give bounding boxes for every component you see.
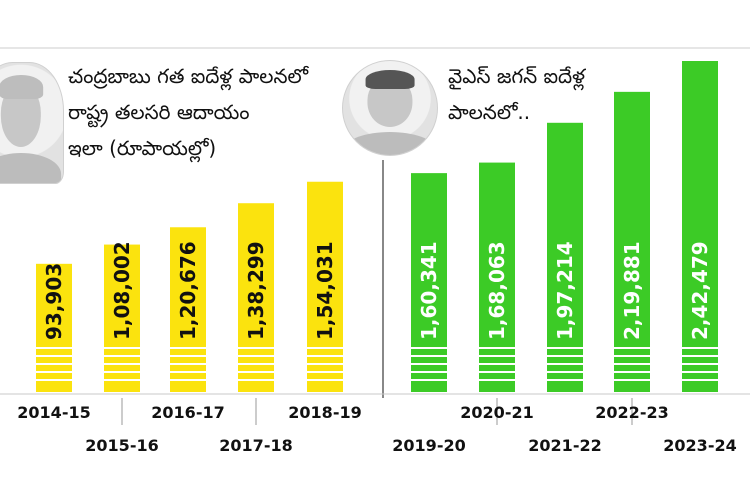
bar-value-label: 93,903 bbox=[42, 263, 66, 340]
jagan-portrait bbox=[342, 60, 438, 156]
bar-value-label: 1,68,063 bbox=[485, 241, 509, 340]
x-tick-label: 2021-22 bbox=[528, 436, 601, 455]
bar-value-label: 1,20,676 bbox=[176, 241, 200, 340]
left-caption-line-2: రాష్ట్ర తలసరి ఆదాయం bbox=[68, 100, 250, 124]
x-tick-label: 2014-15 bbox=[17, 403, 90, 422]
bar-value-label: 1,54,031 bbox=[313, 241, 337, 340]
bar bbox=[682, 61, 718, 392]
right-caption-line-2: పాలనలో.. bbox=[448, 100, 531, 124]
left-caption-line-1: చంద్రబాబు గత ఐదేళ్ల పాలనలో bbox=[68, 64, 309, 88]
x-tick-label: 2018-19 bbox=[288, 403, 361, 422]
bar bbox=[36, 263, 72, 392]
bar-value-label: 1,97,214 bbox=[553, 241, 577, 340]
x-tick-label: 2022-23 bbox=[595, 403, 668, 422]
x-tick-label: 2017-18 bbox=[219, 436, 292, 455]
x-tick-label: 2019-20 bbox=[392, 436, 465, 455]
bar-value-label: 1,38,299 bbox=[244, 241, 268, 340]
x-tick-label: 2020-21 bbox=[460, 403, 533, 422]
bar-value-label: 2,42,479 bbox=[688, 241, 712, 340]
bar bbox=[238, 203, 274, 392]
left-caption: చంద్రబాబు గత ఐదేళ్ల పాలనలో రాష్ట్ర తలసరి… bbox=[68, 58, 308, 166]
x-tick-label: 2023-24 bbox=[663, 436, 736, 455]
bar-value-label: 1,60,341 bbox=[417, 241, 441, 340]
right-caption: వైఎస్ జగన్ ఐదేళ్ల పాలనలో.. bbox=[448, 58, 585, 130]
x-tick-label: 2015-16 bbox=[85, 436, 158, 455]
bar bbox=[614, 91, 650, 392]
bar bbox=[479, 162, 515, 392]
left-caption-line-3: ఇలా (రూపాయల్లో) bbox=[68, 136, 217, 160]
right-caption-line-1: వైఎస్ జగన్ ఐదేళ్ల bbox=[448, 64, 586, 88]
bar-value-label: 2,19,881 bbox=[620, 241, 644, 340]
chandrababu-portrait bbox=[0, 62, 64, 184]
x-tick-label: 2016-17 bbox=[151, 403, 224, 422]
bar-value-label: 1,08,002 bbox=[110, 241, 134, 340]
bar bbox=[104, 244, 140, 392]
